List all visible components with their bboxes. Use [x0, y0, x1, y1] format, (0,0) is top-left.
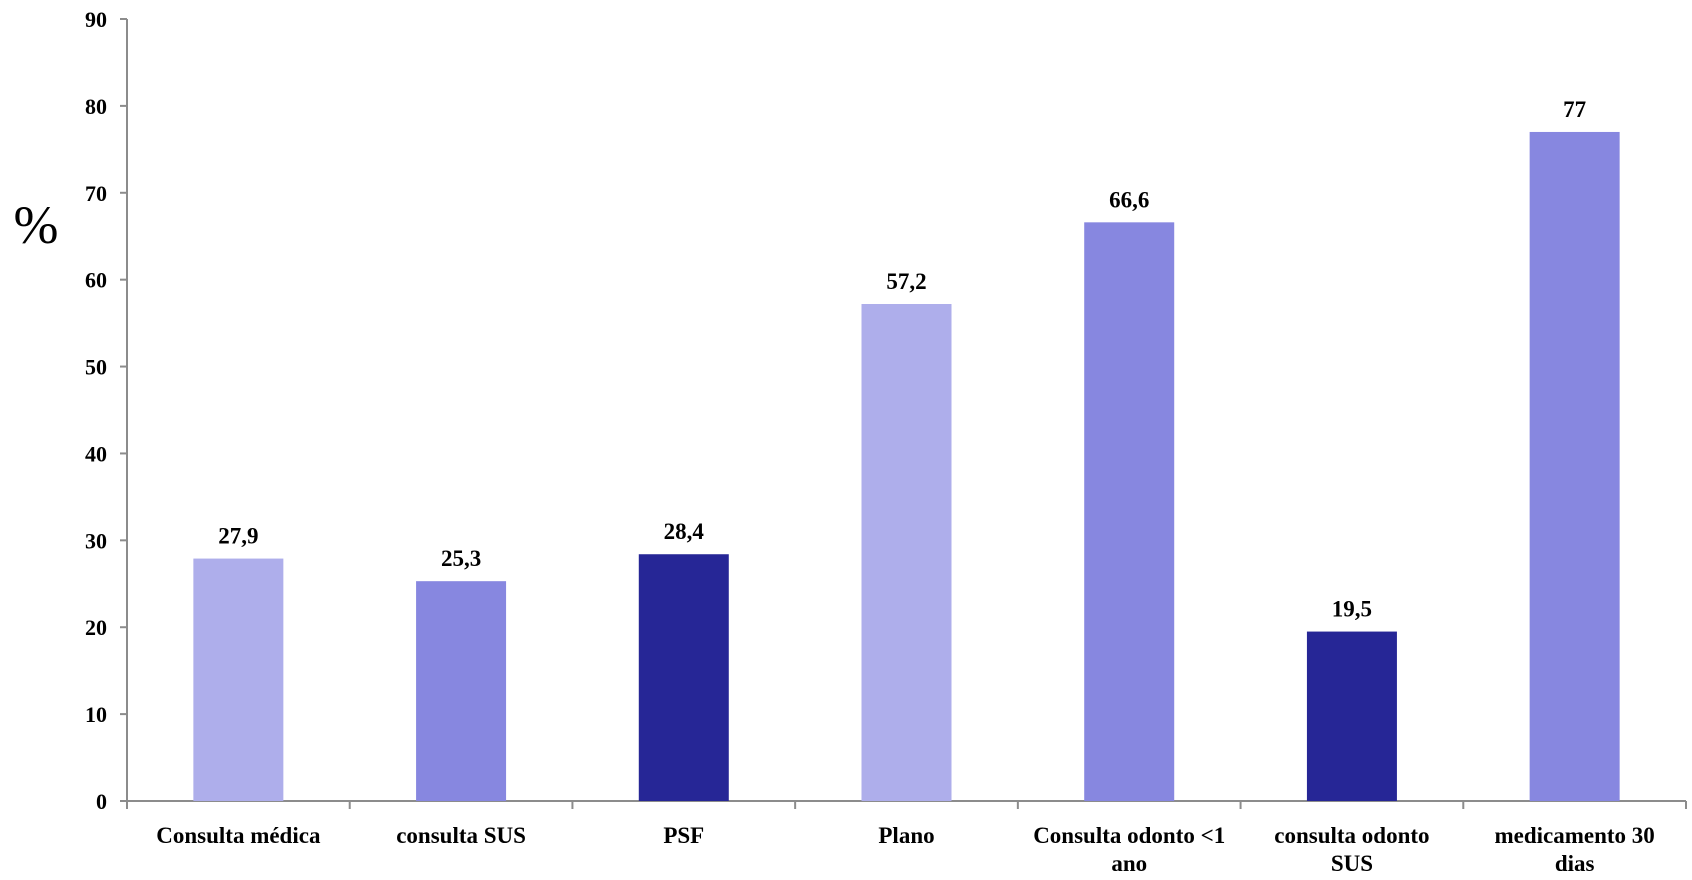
data-label: 28,4 — [664, 519, 705, 544]
category-label: dias — [1555, 851, 1595, 875]
y-tick-label: 90 — [85, 7, 107, 32]
category-label: PSF — [663, 823, 704, 848]
data-label: 25,3 — [441, 546, 481, 571]
y-tick-label: 10 — [85, 702, 107, 727]
category-label: ano — [1111, 851, 1147, 875]
x-axis — [126, 800, 1687, 809]
y-axis: 0 10 20 30 40 50 60 70 80 90 — [85, 7, 128, 814]
category-label: consulta SUS — [396, 823, 526, 848]
y-tick-label: 60 — [85, 268, 107, 293]
y-axis-title-group: % — [14, 195, 59, 255]
y-tick-label: 0 — [96, 789, 107, 814]
bar — [1084, 222, 1175, 801]
y-tick-label: 50 — [85, 355, 107, 380]
bar — [193, 558, 284, 801]
category-label: medicamento 30 — [1494, 823, 1654, 848]
data-label: 19,5 — [1332, 597, 1372, 622]
data-label: 27,9 — [218, 524, 258, 549]
category-label: Consulta médica — [156, 823, 321, 848]
category-label: consulta odonto — [1274, 823, 1429, 848]
data-label: 77 — [1563, 97, 1586, 122]
bar — [861, 303, 952, 801]
bar — [638, 554, 729, 801]
data-label: 57,2 — [886, 269, 926, 294]
y-tick-label: 30 — [85, 528, 107, 553]
category-label: Consulta odonto <1 — [1033, 823, 1225, 848]
data-labels: 27,9 25,3 28,4 57,2 66,6 19,5 77 — [218, 97, 1586, 622]
category-label: SUS — [1331, 851, 1373, 875]
bar — [1306, 631, 1397, 801]
category-labels: Consulta médica consulta SUS PSF Plano Consu… — [156, 823, 1655, 876]
y-tick-label: 40 — [85, 441, 107, 466]
y-axis-title: % — [14, 195, 59, 255]
y-tick-label: 70 — [85, 181, 107, 206]
bars — [193, 131, 1620, 801]
bar — [1529, 131, 1620, 801]
y-tick-label: 20 — [85, 615, 107, 640]
y-tick-label: 80 — [85, 94, 107, 119]
bar — [416, 581, 507, 801]
category-label: Plano — [878, 823, 934, 848]
data-label: 66,6 — [1109, 187, 1149, 212]
